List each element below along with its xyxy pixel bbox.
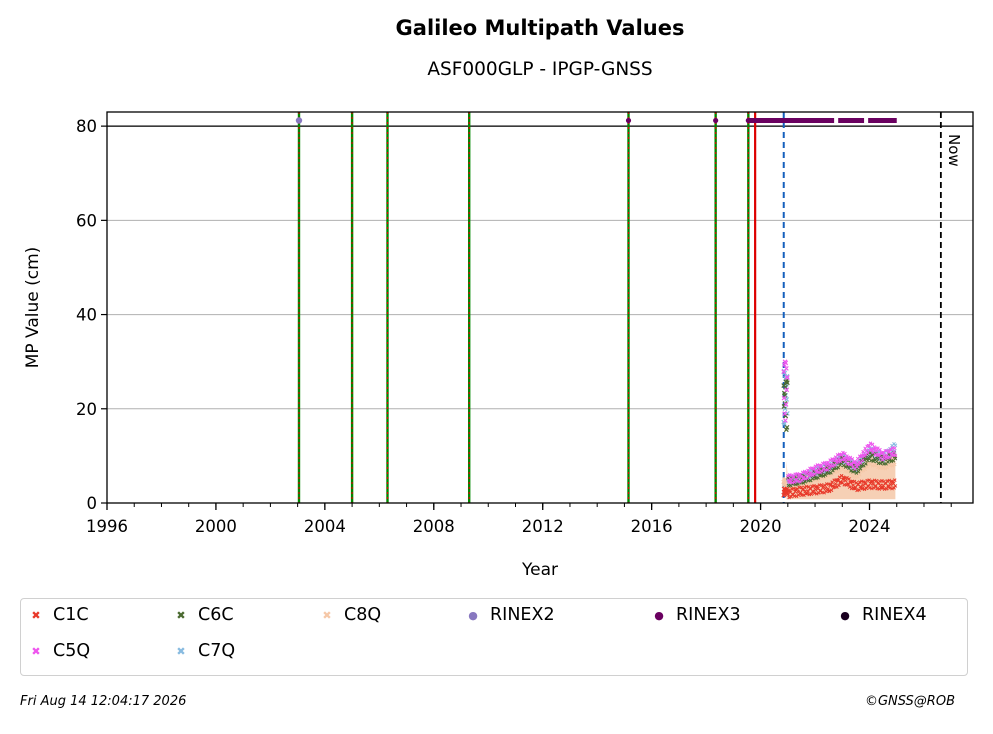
data-point [783,365,789,371]
data-point [782,384,788,390]
x-tick-label: 1996 [86,517,128,536]
x-tick-label: 2016 [631,517,673,536]
y-tick-label: 0 [87,494,98,513]
legend-label: C6C [198,605,234,625]
y-tick-label: 20 [76,400,97,419]
x-tick-label: 2008 [413,517,455,536]
legend-item-c5q: ✖ C5Q [29,641,90,661]
data-point [784,397,790,402]
x-tick-label: 2004 [304,517,346,536]
grid-layer [107,125,973,504]
data-point [784,380,790,386]
legend-marker-c7q: ✖ [176,644,186,658]
legend-marker-rinex2: ● [468,608,478,622]
legend-marker-c5q: ✖ [31,644,41,658]
y-tick-label: 80 [76,117,97,136]
plot-frame [106,111,974,504]
rinex2-marker [295,117,303,124]
legend-item-c6c: ✖ C6C [174,605,234,625]
x-tick-label: 2024 [849,517,891,536]
data-point [784,373,790,379]
footer-credit: ©GNSS@ROB [864,694,955,709]
x-tick-label: 2020 [740,517,782,536]
data-point [784,387,790,393]
legend: ✖ C1C ✖ C5Q ✖ C6C ✖ C7Q ✖ C8Q ● RINEX2 ● RINEX3… [20,598,968,676]
y-axis-label: MP Value (cm) [23,247,43,369]
rinex-markers-layer [295,117,897,124]
legend-label: RINEX2 [490,605,555,625]
data-point [783,402,789,407]
legend-label: C5Q [53,641,91,661]
legend-marker-c8q: ✖ [322,608,332,622]
data-point [782,411,788,417]
legend-label: RINEX4 [862,605,927,625]
event-lines-layer [297,112,942,503]
data-point [783,360,789,366]
x-axis-label: Year [521,560,558,580]
data-point-cluster [785,441,898,485]
legend-label: RINEX3 [676,605,741,625]
data-point [784,375,790,380]
legend-item-rinex3: ● RINEX3 [652,605,741,625]
legend-marker-c6c: ✖ [176,608,186,622]
rinex3-marker [713,117,719,124]
legend-label: C1C [53,605,89,625]
data-point [781,421,787,426]
series-c5q [781,359,898,485]
legend-item-c8q: ✖ C8Q [320,605,381,625]
legend-marker-rinex3: ● [654,608,664,622]
legend-item-rinex4: ● RINEX4 [838,605,927,625]
now-label: Now [945,134,963,167]
footer-timestamp: Fri Aug 14 12:04:17 2026 [20,694,187,709]
data-point-cluster [785,473,898,500]
legend-marker-rinex4: ● [840,608,850,622]
x-tick-label: 2000 [195,517,237,536]
legend-marker-c1c: ✖ [31,608,41,622]
data-point [781,395,787,401]
data-point [782,418,788,423]
multipath-chart: 0 20 40 60 80 1996 2000 2004 2008 2012 2016 2020 202… [23,111,974,580]
chart-title: Galileo Multipath Values [395,16,685,40]
data-point [784,424,790,430]
y-tick-label: 40 [76,306,97,325]
x-tick-label: 2012 [522,517,564,536]
legend-label: C8Q [344,605,382,625]
data-layer [781,359,898,500]
rinex3-marker [625,117,632,124]
axis-layer: 0 20 40 60 80 1996 2000 2004 2008 2012 2016 2020 202… [76,117,952,536]
legend-item-c1c: ✖ C1C [29,605,89,625]
legend-item-c7q: ✖ C7Q [174,641,235,661]
legend-label: C7Q [198,641,236,661]
chart-subtitle: ASF000GLP - IPGP-GNSS [427,59,653,80]
y-tick-label: 60 [76,211,97,230]
legend-item-rinex2: ● RINEX2 [466,605,555,625]
series-c1c [781,473,898,500]
